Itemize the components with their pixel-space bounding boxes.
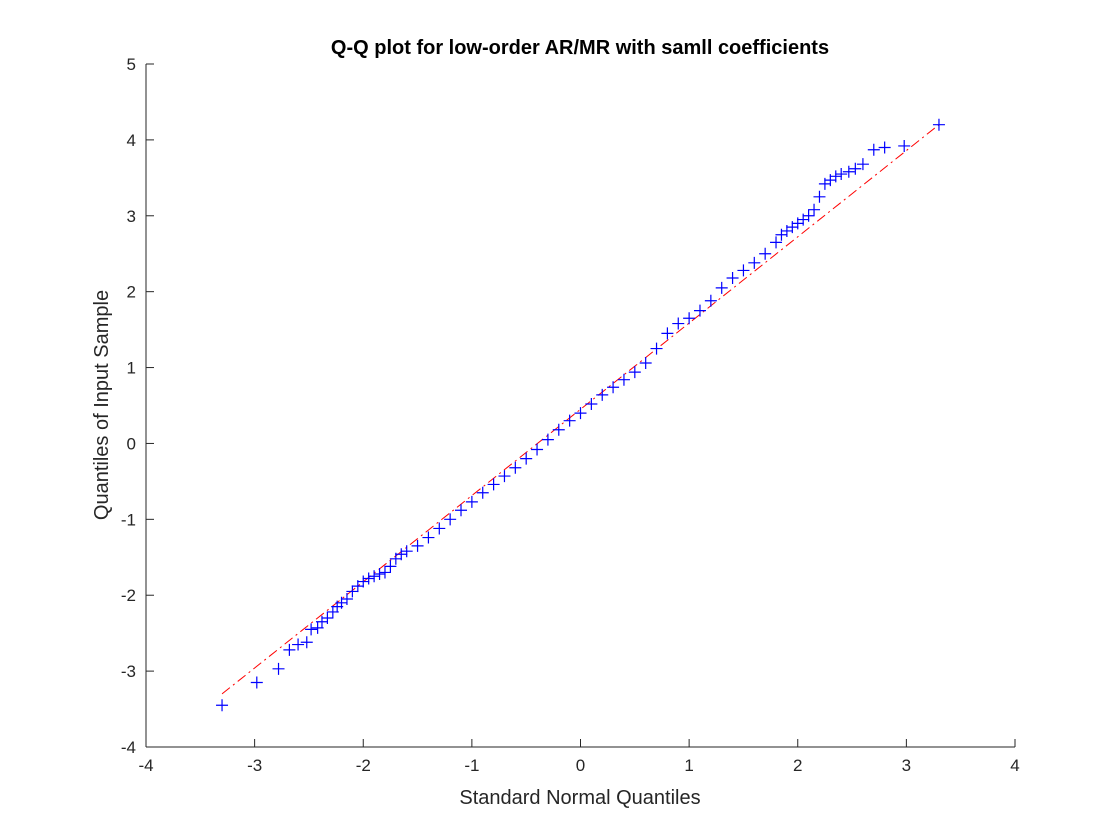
- data-point-marker: [305, 623, 318, 636]
- x-tick-label: 0: [576, 756, 585, 775]
- x-tick-label: 4: [1010, 756, 1019, 775]
- data-point-marker: [802, 209, 815, 222]
- y-ticks: -4 -3 -2 -1 0 1 2 3 4 5: [121, 55, 154, 757]
- data-point-marker: [737, 264, 750, 277]
- data-point-marker: [433, 522, 446, 535]
- data-point-marker: [300, 636, 313, 649]
- x-tick-label: -4: [138, 756, 153, 775]
- data-point-marker: [661, 327, 674, 340]
- data-point-marker: [311, 621, 324, 634]
- x-ticks: -4 -3 -2 -1 0 1 2 3 4: [138, 739, 1020, 775]
- data-point-marker: [759, 247, 772, 260]
- data-point-marker: [455, 504, 468, 517]
- data-point-marker: [362, 572, 375, 585]
- data-point-marker: [808, 203, 821, 216]
- y-tick-label: -2: [121, 586, 136, 605]
- data-point-marker: [829, 170, 842, 183]
- data-point-marker: [683, 312, 696, 325]
- x-tick-label: 2: [793, 756, 802, 775]
- data-point-marker: [563, 414, 576, 427]
- data-point-marker: [476, 486, 489, 499]
- data-point-marker: [835, 168, 848, 181]
- x-axis-label: Standard Normal Quantiles: [459, 787, 700, 809]
- x-tick-label: 3: [902, 756, 911, 775]
- data-point-marker: [487, 478, 500, 491]
- data-point-marker: [849, 162, 862, 175]
- data-point-marker: [384, 560, 397, 573]
- data-point-marker: [465, 495, 478, 508]
- data-point-marker: [552, 423, 565, 436]
- x-tick-label: -2: [356, 756, 371, 775]
- y-tick-label: 0: [127, 434, 136, 453]
- data-point-marker: [672, 317, 685, 330]
- y-axis-label: Quantiles of Input Sample: [91, 290, 113, 520]
- data-point-marker: [216, 699, 229, 712]
- data-point-marker: [520, 452, 533, 465]
- data-point-marker: [509, 461, 522, 474]
- data-point-marker: [272, 662, 285, 675]
- data-point-marker: [531, 443, 544, 456]
- data-point-marker: [368, 570, 381, 583]
- data-point-marker: [292, 638, 305, 651]
- data-point-marker: [726, 272, 739, 285]
- data-point-marker: [378, 566, 391, 579]
- reference-line-layer: [221, 124, 940, 695]
- data-point-marker: [585, 397, 598, 410]
- data-point-marker: [321, 611, 334, 624]
- x-tick-label: -3: [247, 756, 262, 775]
- data-point-marker: [357, 575, 370, 588]
- data-point-marker: [704, 294, 717, 307]
- y-tick-label: -4: [121, 738, 136, 757]
- data-point-marker: [444, 513, 457, 526]
- y-tick-label: -3: [121, 662, 136, 681]
- data-point-marker: [373, 567, 386, 580]
- data-point-marker: [650, 342, 663, 355]
- y-tick-label: 1: [127, 359, 136, 378]
- data-point-marker: [250, 676, 263, 689]
- data-point-marker: [422, 531, 435, 544]
- data-point-marker: [932, 118, 945, 131]
- data-point-marker: [856, 158, 869, 171]
- data-point-marker: [813, 190, 826, 203]
- data-point-marker: [283, 643, 296, 656]
- data-point-marker: [628, 366, 641, 379]
- data-point-marker: [574, 407, 587, 420]
- data-point-marker: [617, 373, 630, 386]
- data-point-marker: [498, 470, 511, 483]
- data-points-layer: [216, 118, 945, 712]
- y-tick-label: -1: [121, 510, 136, 529]
- data-point-marker: [748, 256, 761, 269]
- data-point-marker: [898, 139, 911, 152]
- data-point-marker: [411, 539, 424, 552]
- x-tick-label: -1: [464, 756, 479, 775]
- data-point-marker: [867, 143, 880, 156]
- reference-line: [221, 124, 940, 695]
- y-tick-label: 4: [127, 131, 136, 150]
- data-point-marker: [639, 357, 652, 370]
- data-point-marker: [541, 433, 554, 446]
- plot-area: -4 -3 -2 -1 0 1 2 3 4 -4 -3 -2 -1 0 1 2 3 4 5: [121, 55, 1020, 775]
- data-point-marker: [395, 548, 408, 561]
- data-point-marker: [346, 585, 359, 598]
- data-point-marker: [842, 165, 855, 178]
- x-tick-label: 1: [684, 756, 693, 775]
- chart-title: Q-Q plot for low-order AR/MR with samll …: [331, 37, 829, 59]
- y-tick-label: 3: [127, 207, 136, 226]
- data-point-marker: [596, 388, 609, 401]
- y-tick-label: 2: [127, 283, 136, 302]
- data-point-marker: [340, 593, 353, 606]
- data-point-marker: [770, 236, 783, 249]
- data-point-marker: [607, 381, 620, 394]
- data-point-marker: [693, 304, 706, 317]
- data-point-marker: [878, 141, 891, 154]
- data-point-marker: [400, 545, 413, 558]
- y-tick-label: 5: [127, 55, 136, 74]
- data-point-marker: [715, 281, 728, 294]
